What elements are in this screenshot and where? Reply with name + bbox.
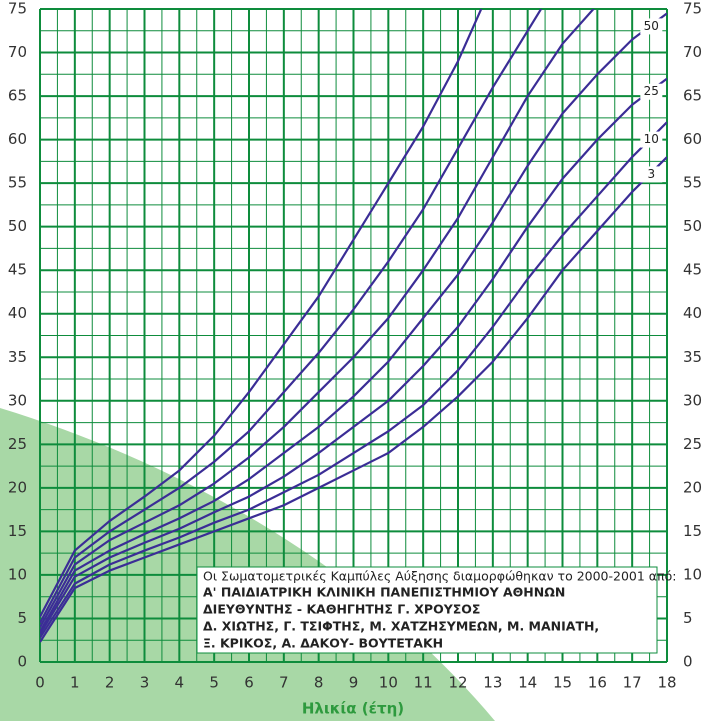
y-tick-label-right: 30 — [683, 391, 702, 409]
y-tick-label-right: 75 — [683, 0, 702, 18]
note-text: Οι Σωματομετρικές Καμπύλες Αύξησης διαμο… — [203, 569, 676, 584]
y-tick-label-right: 40 — [683, 304, 702, 322]
y-tick-label: 40 — [8, 304, 27, 322]
y-tick-label-right: 60 — [683, 130, 702, 148]
series-label: 10 — [644, 132, 659, 146]
x-tick-label: 7 — [279, 674, 289, 692]
x-tick-label: 8 — [314, 674, 324, 692]
x-tick-label: 15 — [553, 674, 572, 692]
x-tick-label: 3 — [140, 674, 150, 692]
percentile-line — [40, 77, 667, 635]
x-tick-label: 4 — [175, 674, 185, 692]
x-tick-label: 17 — [623, 674, 642, 692]
y-tick-label: 55 — [8, 174, 27, 192]
y-tick-label: 5 — [17, 609, 27, 627]
y-tick-label-right: 20 — [683, 478, 702, 496]
y-tick-label-right: 55 — [683, 174, 702, 192]
y-tick-label-right: 35 — [683, 348, 702, 366]
y-tick-label: 45 — [8, 261, 27, 279]
percentile-line — [40, 121, 667, 639]
y-tick-label-right: 10 — [683, 565, 702, 583]
x-tick-label: 14 — [518, 674, 537, 692]
y-tick-label-right: 25 — [683, 435, 702, 453]
y-tick-label: 60 — [8, 130, 27, 148]
y-tick-label: 70 — [8, 43, 27, 61]
x-tick-label: 9 — [349, 674, 359, 692]
y-tick-label: 75 — [8, 0, 27, 18]
y-tick-label-right: 5 — [683, 609, 693, 627]
percentile-line — [40, 9, 595, 628]
series-label: 25 — [644, 84, 659, 98]
series-label-bg — [640, 18, 663, 35]
series-label-bg — [640, 131, 663, 148]
percentile-line — [40, 156, 667, 643]
x-tick-label: 16 — [588, 674, 607, 692]
series-label-bg — [640, 83, 663, 100]
x-tick-label: 11 — [414, 674, 433, 692]
note-text: Ξ. ΚΡΙΚΟΣ, Α. ΔΑΚΟΥ- ΒΟΥΤΕΤΑΚΗ — [203, 636, 443, 651]
x-tick-label: 10 — [379, 674, 398, 692]
x-axis-label: Ηλικία (έτη) — [302, 700, 404, 718]
y-tick-label: 50 — [8, 217, 27, 235]
x-tick-label: 2 — [105, 674, 115, 692]
y-tick-label-right: 70 — [683, 43, 702, 61]
y-tick-label: 0 — [17, 653, 27, 671]
note-text: Α' ΠΑΙΔΙΑΤΡΙΚΗ ΚΛΙΝΙΚΗ ΠΑΝΕΠΙΣΤΗΜΙΟΥ ΑΘΗ… — [203, 585, 565, 600]
y-tick-label: 20 — [8, 478, 27, 496]
series-label: 3 — [648, 167, 656, 181]
y-tick-label: 65 — [8, 87, 27, 105]
x-tick-label: 0 — [35, 674, 45, 692]
note-box — [196, 566, 658, 654]
y-tick-label-right: 50 — [683, 217, 702, 235]
percentile-line — [40, 12, 667, 633]
y-tick-label: 15 — [8, 522, 27, 540]
series-label: 50 — [644, 19, 659, 33]
x-tick-label: 5 — [209, 674, 219, 692]
y-tick-label: 25 — [8, 435, 27, 453]
x-tick-label: 13 — [483, 674, 502, 692]
y-tick-label-right: 0 — [683, 653, 693, 671]
note-text: Δ. ΧΙΩΤΗΣ, Γ. ΤΣΙΦΤΗΣ, Μ. ΧΑΤΖΗΣΥΜΕΩΝ, Μ… — [203, 619, 599, 634]
y-tick-label-right: 65 — [683, 87, 702, 105]
note-text: ΔΙΕΥΘΥΝΤΗΣ - ΚΑΘΗΓΗΤΗΣ Γ. ΧΡΟΥΣΟΣ — [203, 602, 480, 617]
x-tick-label: 12 — [448, 674, 467, 692]
x-tick-label: 18 — [657, 674, 676, 692]
y-tick-label-right: 15 — [683, 522, 702, 540]
series-label-bg — [640, 166, 663, 183]
x-tick-label: 6 — [244, 674, 254, 692]
percentile-line — [40, 9, 543, 624]
x-tick-label: 1 — [70, 674, 80, 692]
y-tick-label: 35 — [8, 348, 27, 366]
y-tick-label: 10 — [8, 565, 27, 583]
percentile-line — [40, 9, 483, 618]
y-tick-label: 30 — [8, 391, 27, 409]
y-tick-label-right: 45 — [683, 261, 702, 279]
